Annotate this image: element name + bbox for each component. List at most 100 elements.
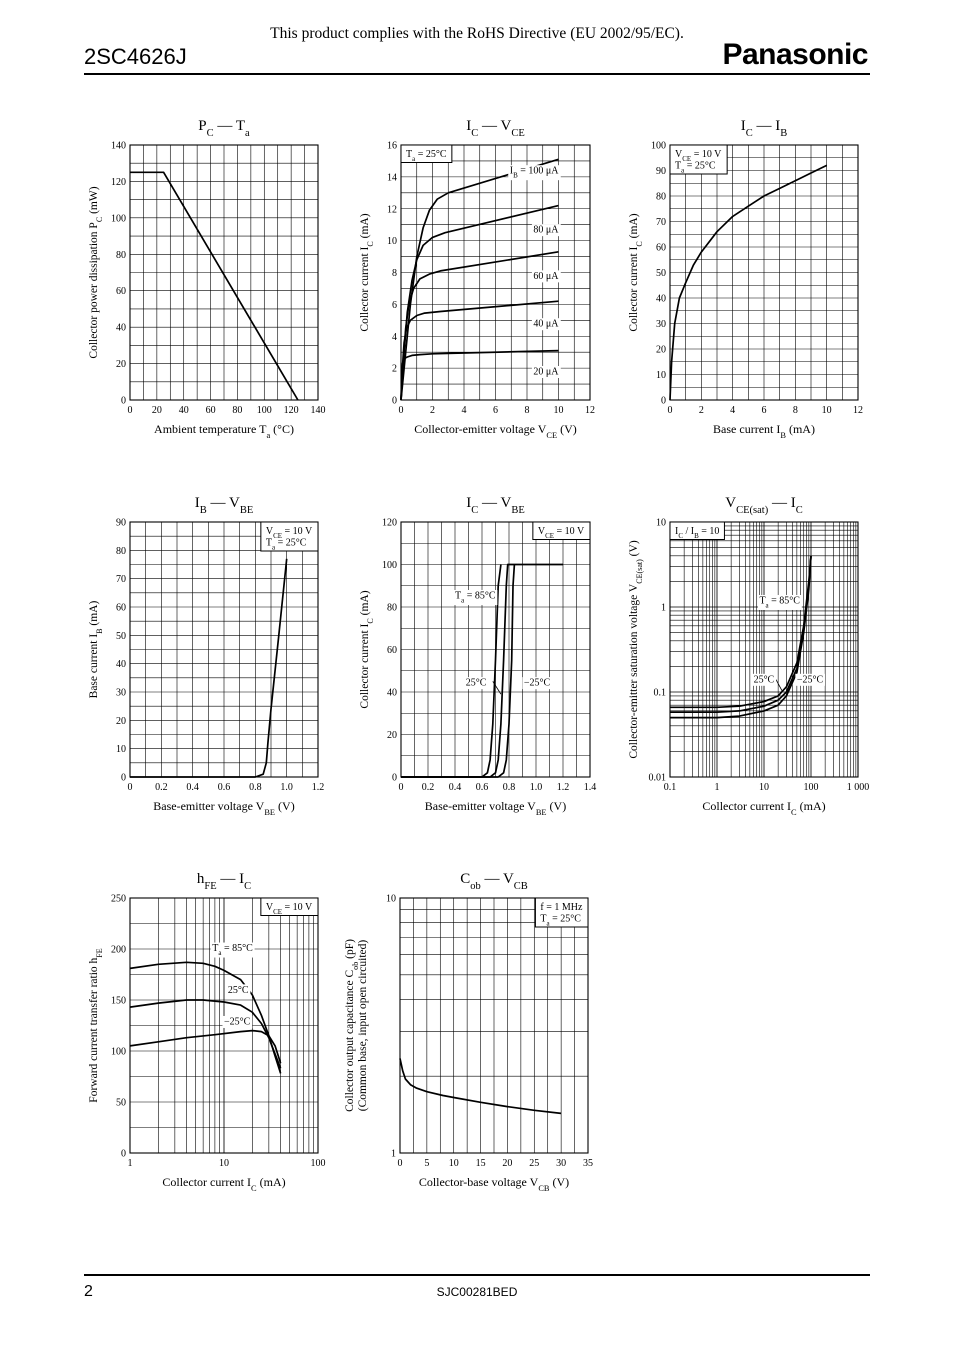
x-axis-label-part: Base current I	[713, 422, 780, 436]
x-tick-label: 15	[476, 1158, 486, 1169]
y-tick-label: 16	[387, 141, 397, 152]
condition-box-frame	[669, 144, 728, 175]
curve-label: Ta = 85°C	[759, 595, 800, 609]
curve-label-part: I	[510, 166, 513, 177]
plot-frame	[129, 144, 319, 401]
footer-rule	[84, 1274, 870, 1276]
x-axis-label-part: Collector-base voltage V	[419, 1175, 539, 1189]
x-tick-label: 0.4	[449, 782, 462, 793]
curve-label-part: 80 μA	[533, 225, 559, 236]
y-axis-label-part: Collector current I	[359, 246, 371, 331]
x-tick-label: 1.2	[312, 782, 325, 793]
x-tick-label: 1	[128, 1158, 133, 1169]
chart-title: IC — VBE	[466, 495, 525, 516]
y-tick-label: 150	[111, 996, 126, 1007]
y-tick-label: 0	[661, 396, 666, 407]
y-tick-label: 40	[656, 294, 666, 305]
curve-label-bg	[453, 590, 498, 605]
x-tick-label: 100	[311, 1158, 326, 1169]
condition-text: Ta = 25°C	[675, 161, 716, 175]
chart-title-part: C	[244, 881, 251, 892]
y-axis-label-part: Forward current transfer ratio h	[88, 957, 100, 1102]
y-axis-label-part: (mA)	[359, 590, 371, 618]
y-tick-label: 40	[116, 659, 126, 670]
chart-title-part: — I	[753, 118, 781, 134]
condition-text-part: a	[412, 155, 416, 163]
y-axis-label: Collector power dissipation PC (mW)	[88, 186, 104, 358]
y-axis-label: Collector current IC (mA)	[359, 213, 375, 331]
y-tick-label: 6	[392, 300, 397, 311]
y-tick-label: 14	[387, 172, 397, 183]
condition-text-part: = 10 V	[282, 902, 313, 913]
y-tick-label: 10	[386, 894, 396, 905]
x-axis-label-part: Collector current I	[702, 799, 791, 813]
chart-title-part: BE	[511, 505, 524, 516]
y-tick-label: 2	[392, 364, 397, 375]
series-line-2	[129, 1029, 282, 1064]
condition-text: VCE = 10 V	[538, 526, 585, 540]
x-tick-label: 0	[128, 782, 133, 793]
grid	[400, 898, 588, 1153]
y-axis-label-part: ob	[351, 962, 360, 970]
curve-label-part: 20 μA	[533, 367, 559, 378]
curve-label: IB = 100 μA	[510, 166, 560, 180]
condition-text-part: = 25°C	[275, 538, 307, 549]
chart-title-part: C	[796, 505, 803, 516]
condition-text-part: T	[406, 149, 412, 160]
condition-box: VCE = 10 V	[260, 897, 319, 916]
y-axis-label-2: (Common base, input open circuited)	[357, 940, 369, 1112]
x-tick-label: 8	[793, 405, 798, 416]
curve-label-part: T	[455, 591, 461, 602]
condition-text-part: V	[675, 149, 683, 160]
curve-label-bg	[226, 984, 251, 997]
x-axis-label-part: Base-emitter voltage V	[425, 799, 536, 813]
chart-title-part: a	[245, 128, 250, 139]
x-tick-label: 4	[730, 405, 735, 416]
condition-box-frame	[260, 521, 319, 552]
condition-box: Ta = 25°C	[400, 144, 453, 163]
chart-title: VCE(sat) — IC	[725, 495, 802, 516]
x-axis-label-part: (V)	[557, 422, 577, 436]
chart-title-part: V	[725, 495, 736, 511]
series-line-4	[400, 158, 559, 401]
y-axis-label: Base current IB (mA)	[88, 601, 104, 699]
x-axis-label-part: Collector-emitter voltage V	[414, 422, 546, 436]
x-tick-label: 0	[668, 405, 673, 416]
x-tick-label: 0.1	[664, 782, 677, 793]
y-tick-label: 30	[656, 319, 666, 330]
x-axis-label: Base-emitter voltage VBE (V)	[425, 799, 566, 817]
condition-text-part: = 10	[699, 526, 720, 537]
curve-label: 25°C	[754, 674, 775, 685]
y-tick-label: 60	[116, 286, 126, 297]
x-tick-label: 0.6	[218, 782, 231, 793]
y-axis-label: Collector current IC (mA)	[628, 213, 644, 331]
x-axis-label-part: C	[251, 1184, 257, 1193]
y-axis-label-part: (mA)	[359, 213, 371, 241]
y-tick-label: 80	[116, 546, 126, 557]
y-axis-label-part: Collector current I	[628, 246, 640, 331]
series-line-2	[401, 564, 516, 778]
x-axis-label-part: Base-emitter voltage V	[153, 799, 264, 813]
y-tick-label: 120	[111, 177, 126, 188]
condition-box-frame	[400, 144, 453, 163]
x-axis-label-part: CB	[538, 1184, 550, 1193]
x-tick-label: 25	[529, 1158, 539, 1169]
x-tick-label: 10	[449, 1158, 459, 1169]
x-tick-label: 1.4	[584, 782, 597, 793]
x-tick-label: 35	[583, 1158, 593, 1169]
y-tick-label: 8	[392, 268, 397, 279]
chart-title-part: FE	[204, 881, 216, 892]
condition-text-part: = 10 V	[691, 149, 722, 160]
curve-label: −25°C	[224, 1016, 251, 1027]
y-axis-label-part: FE	[95, 948, 104, 957]
condition-text-part: a	[681, 167, 685, 175]
series-line-0	[399, 1058, 562, 1115]
x-tick-label: 2	[699, 405, 704, 416]
grid	[670, 522, 858, 777]
curve-label-part: 25°C	[754, 674, 775, 685]
curve-label-bg	[210, 942, 255, 958]
curve-label-part: 25°C	[466, 678, 487, 689]
